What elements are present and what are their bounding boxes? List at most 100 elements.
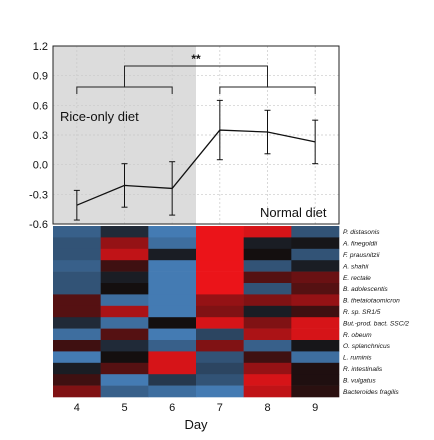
- heatmap-cell: [196, 248, 244, 261]
- heatmap-cell: [291, 340, 340, 352]
- heatmap-cell: [148, 271, 197, 284]
- heatmap-cell: [100, 362, 149, 375]
- heatmap-cell: [53, 294, 101, 307]
- species-label: R. intestinalis: [343, 366, 383, 373]
- comparison-bracket: [124, 65, 268, 87]
- heatmap-cell: [291, 248, 340, 261]
- day-tick-label: 9: [312, 402, 318, 414]
- mean-line: [76, 129, 316, 206]
- heatmap-cell: [291, 328, 340, 341]
- heatmap-cell: [291, 294, 340, 307]
- species-label: A. finegoldii: [342, 241, 378, 248]
- species-label: But.-prod. bact. SSC/2: [343, 320, 409, 327]
- y-tick-label: 0.3: [33, 130, 48, 142]
- heatmap-cell: [243, 226, 292, 238]
- heatmap-cell: [53, 283, 101, 295]
- species-label: Bacteroides fragilis: [343, 389, 399, 396]
- heatmap-cell: [196, 385, 244, 398]
- heatmap-cell: [196, 362, 244, 375]
- species-label: E. rectale: [343, 275, 371, 282]
- heatmap-cell: [53, 317, 101, 329]
- day-tick-labels: 4 5 6 7 8 9: [74, 402, 318, 414]
- heatmap-cell: [100, 385, 149, 398]
- heatmap-cell: [291, 317, 340, 329]
- day-tick-label: 8: [264, 402, 270, 414]
- heatmap-cell: [53, 340, 101, 352]
- heatmap-cell: [196, 351, 244, 364]
- heatmap-cell: [100, 271, 149, 284]
- day-tick-label: 7: [217, 402, 223, 414]
- heatmap-cell: [148, 374, 197, 386]
- heatmap-cell: [243, 260, 292, 272]
- species-labels: P. distasonis A. finegoldii F. prausnitzii…: [342, 229, 409, 396]
- heatmap-cell: [53, 237, 101, 250]
- species-label: A. shahii: [342, 263, 369, 270]
- heatmap-cell: [291, 226, 340, 238]
- heatmap-cell: [148, 362, 197, 375]
- heatmap-cell: [100, 248, 149, 261]
- heatmap-cell: [53, 374, 101, 386]
- heatmap-cell: [196, 305, 244, 318]
- species-label: O. splanchnicus: [343, 343, 391, 350]
- species-label: B. adolescentis: [343, 286, 388, 293]
- species-label: L. ruminis: [343, 355, 372, 362]
- heatmap-cell: [148, 226, 197, 238]
- heatmap-cell: [291, 237, 340, 250]
- heatmap-cell: [53, 271, 101, 284]
- heatmap-cell: [243, 317, 292, 329]
- species-label: B. vulgatus: [343, 377, 376, 384]
- heatmap-cell: [53, 328, 101, 341]
- species-label: F. prausnitzii: [343, 252, 380, 259]
- heatmap-cell: [148, 294, 197, 307]
- heatmap-cell: [100, 294, 149, 307]
- heatmap-cell: [196, 374, 244, 386]
- heatmap-cell: [291, 374, 340, 386]
- heatmap-cell: [291, 351, 340, 364]
- heatmap-cell: [243, 340, 292, 352]
- species-label: B. thetaiotaomicron: [343, 298, 400, 305]
- y-tick-labels: 1.2 0.9 0.6 0.3 0.0 -0.3 -0.6: [29, 41, 48, 231]
- heatmap-cell: [100, 328, 149, 341]
- heatmap-cell: [291, 385, 340, 398]
- heatmap-cell: [148, 283, 197, 295]
- heatmap-cell: [53, 305, 101, 318]
- heatmap-cell: [53, 351, 101, 364]
- heatmap-cell: [100, 374, 149, 386]
- heatmap-cell: [100, 305, 149, 318]
- heatmap-cell: [53, 362, 101, 375]
- heatmap-cell: [148, 317, 197, 329]
- heatmap-cell: [243, 374, 292, 386]
- species-label: R. obeum: [343, 332, 372, 339]
- heatmap-cell: [243, 283, 292, 295]
- x-axis-label: Day: [184, 417, 208, 432]
- heatmap-cell: [243, 362, 292, 375]
- y-tick-label: 0.0: [33, 160, 48, 172]
- day-tick-label: 4: [74, 402, 80, 414]
- heatmap-cell: [196, 237, 244, 250]
- heatmap-cell: [196, 317, 244, 329]
- significance-label: **: [191, 52, 201, 66]
- heatmap-cell: [53, 248, 101, 261]
- heatmap-cell: [196, 328, 244, 341]
- species-label: P. distasonis: [343, 229, 380, 236]
- heatmap-cell: [291, 362, 340, 375]
- day-tick-label: 6: [169, 402, 175, 414]
- y-tick-label: -0.6: [29, 219, 48, 231]
- heatmap-cell: [53, 385, 101, 398]
- heatmap-cell: [196, 340, 244, 352]
- normal-diet-label: Normal diet: [260, 205, 327, 220]
- heatmap-cell: [100, 260, 149, 272]
- plot-frame: [52, 45, 340, 225]
- heatmap-cell: [148, 385, 197, 398]
- heatmap-cell: [148, 237, 197, 250]
- heatmap-cell: [196, 294, 244, 307]
- heatmap-cell: [100, 226, 149, 238]
- heatmap-cell: [100, 340, 149, 352]
- heatmap-panel: P. distasonis A. finegoldii F. prausnitzii…: [53, 226, 409, 432]
- heatmap-cell: [243, 351, 292, 364]
- mean-series: [73, 99, 319, 221]
- heatmap-cell: [148, 328, 197, 341]
- heatmap-cell: [291, 260, 340, 272]
- heatmap-cell: [196, 226, 244, 238]
